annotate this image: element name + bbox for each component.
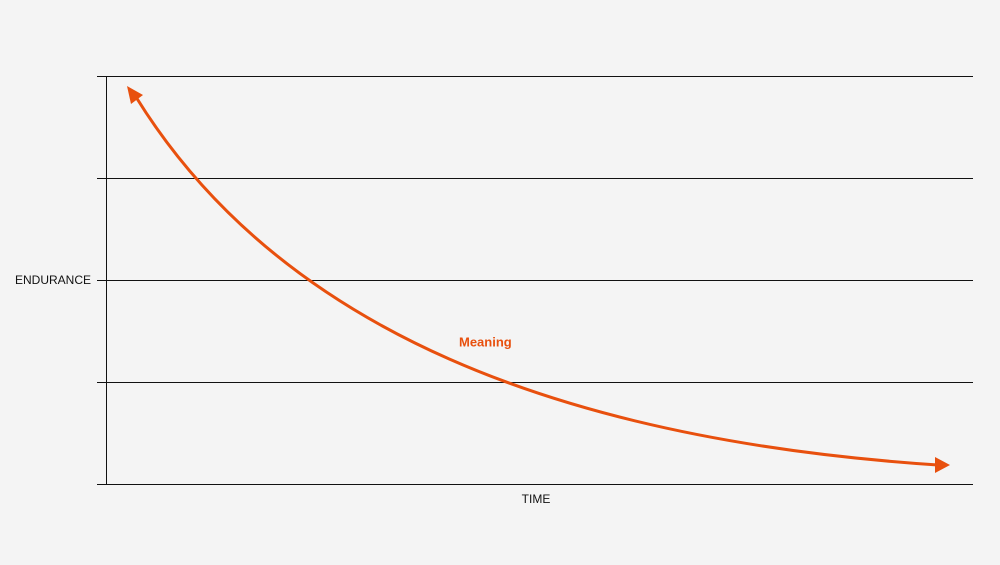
arrowhead-start — [127, 86, 143, 104]
curve — [134, 96, 939, 467]
curve-label: Meaning — [459, 334, 512, 349]
y-axis-label: ENDURANCE — [15, 273, 91, 287]
x-axis-label: TIME — [522, 492, 551, 506]
arrowhead-end — [935, 457, 950, 473]
